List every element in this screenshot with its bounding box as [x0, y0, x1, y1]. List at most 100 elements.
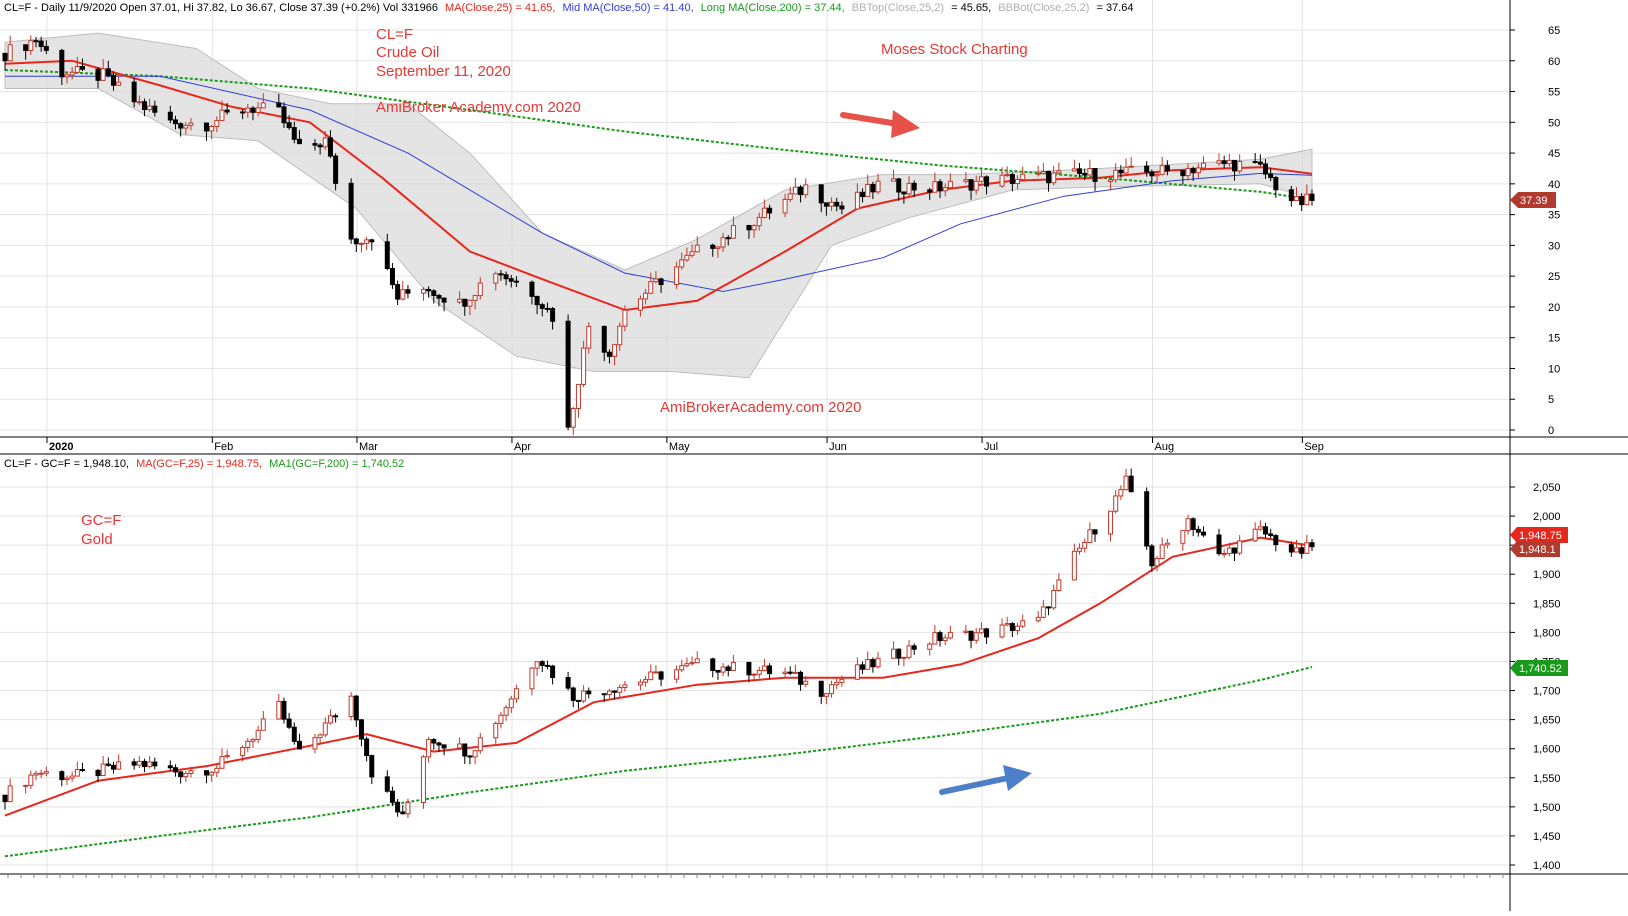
- gold-ma200-tag: 1,740.52: [1510, 660, 1568, 676]
- crude-candle-body: [787, 193, 793, 200]
- crude-candle-body: [240, 111, 246, 114]
- gold-candle-body: [720, 666, 726, 673]
- crude-candle-body: [1020, 173, 1026, 181]
- crude-close-tag: 37.39: [1510, 192, 1556, 208]
- gold-candle-body: [906, 645, 912, 658]
- gold-candle-body: [95, 769, 101, 777]
- x-tick-label: Apr: [514, 441, 531, 453]
- gold-candle-body: [436, 742, 442, 746]
- crude-candle-body: [147, 105, 153, 111]
- gold-ma25-line: [4, 536, 1313, 817]
- crude-candle-body: [493, 273, 499, 284]
- top-panel-gridlines: [0, 0, 1510, 437]
- y-tick-label: 1,850: [1533, 598, 1561, 610]
- crude-candle-body: [291, 127, 297, 140]
- gold-candle-body: [550, 665, 556, 679]
- crude-candle-body: [1082, 172, 1088, 176]
- crude-candle-body: [637, 298, 643, 311]
- crude-candle-body: [503, 274, 509, 280]
- crude-candle-body: [1118, 169, 1124, 174]
- crude-candle-body: [1263, 163, 1269, 175]
- crude-candle-body: [1035, 172, 1041, 175]
- crude-candle-body: [860, 191, 866, 198]
- gold-candle-body: [100, 763, 106, 777]
- gold-candle-body: [498, 714, 504, 724]
- gold-candle-body: [947, 631, 953, 639]
- gold-candle-body: [1046, 606, 1052, 609]
- bottom-panel-ma-lines: [4, 536, 1313, 858]
- crude-ma50-line: [5, 75, 1313, 293]
- gold-candle-body: [575, 699, 581, 702]
- crude-candle-body: [400, 289, 406, 300]
- gold-candle-body: [834, 681, 840, 686]
- y-tick-label: 10: [1548, 363, 1560, 375]
- crude-candle-body: [896, 178, 902, 193]
- crude-candle-body: [1252, 160, 1258, 163]
- crude-candle-body: [322, 137, 328, 148]
- gold-candle-body: [725, 666, 731, 671]
- crude-candle-body: [498, 273, 504, 276]
- gold-candle-body: [1128, 475, 1134, 493]
- gold-candle-body: [467, 755, 473, 758]
- y-tick-label: 1,400: [1533, 860, 1561, 872]
- gold-name-label: Gold: [81, 531, 113, 548]
- gold-candle-body: [1294, 547, 1300, 553]
- crude-candle-body: [1180, 170, 1186, 177]
- gold-candle-body: [384, 776, 390, 792]
- crude-candle-body: [1201, 162, 1207, 169]
- crude-candle-body: [2, 52, 8, 62]
- gold-candle-body: [674, 669, 680, 680]
- crude-candle-body: [353, 238, 359, 245]
- y-tick-label: 65: [1548, 25, 1560, 37]
- bottom-panel-gridlines: [0, 454, 1510, 874]
- x-tick-label: Mar: [359, 441, 378, 453]
- gold-candles: [2, 468, 1315, 818]
- crude-candle-body: [467, 299, 473, 307]
- crude-candle-body: [648, 281, 654, 294]
- crude-candle-body: [172, 119, 178, 125]
- gold-candle-body: [782, 671, 788, 675]
- crude-candle-body: [550, 308, 556, 322]
- crude-candle-body: [803, 184, 809, 196]
- crude-candle-body: [679, 259, 685, 268]
- gold-candle-body: [1304, 542, 1310, 554]
- gold-candle-body: [353, 695, 359, 721]
- crude-candle-body: [622, 309, 628, 327]
- gold-candle-body: [260, 718, 266, 731]
- y-tick-label: 55: [1548, 87, 1560, 99]
- gold-candle-body: [431, 739, 437, 744]
- gold-candle-body: [167, 765, 173, 769]
- crude-candle-body: [761, 207, 767, 218]
- crude-candle-body: [984, 176, 990, 187]
- gold-candle-body: [420, 756, 426, 804]
- gold-candle-body: [1164, 542, 1170, 546]
- crude-candle-body: [296, 138, 302, 145]
- gold-candle-body: [1288, 544, 1294, 553]
- crude-candle-body: [1237, 160, 1243, 172]
- crude-candle-body: [839, 205, 845, 210]
- crude-candle-body: [586, 325, 592, 349]
- crude-candle-body: [508, 278, 514, 282]
- gold-candle-body: [829, 684, 835, 695]
- crude-candle-body: [684, 254, 690, 261]
- gold-candle-body: [1185, 518, 1191, 532]
- crude-candle-body: [932, 181, 938, 193]
- gold-candle-body: [606, 690, 612, 696]
- crude-candle-body: [529, 281, 535, 297]
- gold-candle-body: [911, 645, 917, 650]
- gold-candle-body: [203, 770, 209, 776]
- gold-candle-body: [803, 680, 809, 685]
- crude-candle-body: [1144, 165, 1150, 173]
- crude-candle-body: [141, 101, 147, 111]
- crude-candle-body: [1268, 173, 1274, 179]
- y-tick-label: 25: [1548, 271, 1560, 283]
- gold-candle-body: [932, 632, 938, 645]
- crude-candle-body: [110, 75, 116, 86]
- gold-candle-body: [937, 632, 943, 642]
- crude-candle-body: [348, 182, 354, 240]
- crude-candle-body: [1046, 170, 1052, 184]
- crude-candle-body: [617, 325, 623, 346]
- gold-candle-body: [405, 802, 411, 815]
- y-tick-label: 1,500: [1533, 802, 1561, 814]
- gold-candle-body: [756, 670, 762, 675]
